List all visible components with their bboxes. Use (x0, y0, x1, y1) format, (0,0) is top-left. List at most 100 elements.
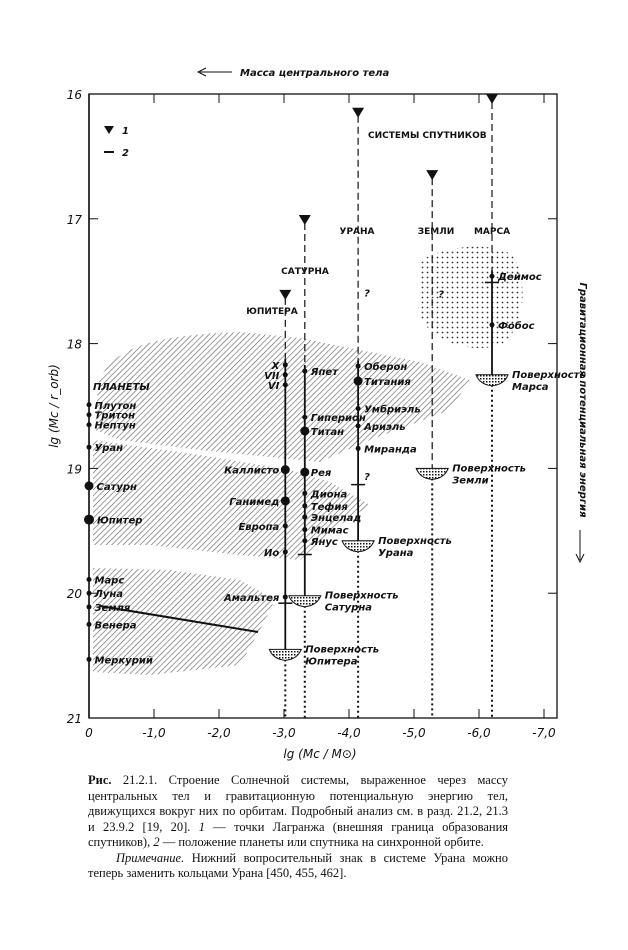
surface-label-line-2: Земли (452, 475, 488, 486)
x-tick-label: -4,0 (337, 726, 361, 740)
y-tick-label: 16 (67, 88, 83, 102)
planet-dot (86, 412, 92, 418)
moon-label: Диона (310, 489, 348, 500)
y-tick-label: 21 (67, 712, 82, 726)
caption-legend-1: 1 (198, 819, 205, 834)
moon-dot (302, 527, 308, 533)
moon-label: Титан (311, 427, 344, 438)
caption-legend-1-text: — точки Лагранжа (внешняя граница образо… (88, 819, 509, 850)
planet-dot (86, 402, 92, 408)
y-tick-label: 17 (67, 213, 83, 227)
satellite-systems-title: СИСТЕМЫ СПУТНИКОВ (368, 131, 487, 141)
moon-dot (302, 514, 308, 520)
moon-dot (282, 382, 288, 388)
system-label: МАРСА (474, 227, 510, 237)
moon-label: Европа (238, 522, 279, 533)
lagrange-point-triangle (352, 107, 365, 118)
y-tick-label: 18 (67, 338, 83, 352)
x-tick-label: -6,0 (467, 726, 491, 740)
moon-label: Оберон (364, 361, 407, 373)
system-label: ЗЕМЛИ (418, 227, 455, 237)
moon-dot (302, 414, 308, 420)
x-tick-label: -5,0 (402, 726, 426, 740)
hatched-region-upper (95, 332, 470, 462)
moon-dot (353, 376, 363, 386)
question-mark: ? (364, 472, 370, 483)
planet-dot (84, 481, 94, 491)
planet-dot (86, 656, 92, 662)
moon-dot (282, 523, 288, 529)
planet-dot (86, 576, 92, 582)
moon-label: Энцелад (311, 513, 362, 524)
moon-label: Титания (364, 377, 411, 388)
moon-label: Мимас (311, 526, 349, 537)
surface-label-line-2: Марса (512, 382, 549, 393)
moon-dot (302, 368, 308, 374)
moon-dot (302, 538, 308, 544)
moon-dot (282, 594, 288, 600)
surface-label-line-1: Поверхность (325, 591, 399, 602)
system-label: ЮПИТЕРА (246, 307, 298, 317)
moon-dot (300, 426, 310, 436)
system-label: САТУРНА (281, 267, 329, 277)
dotted-region-mars (418, 246, 523, 349)
moon-label: Рея (311, 468, 332, 479)
y-axis-label: lg (Mc / r_orb) (47, 364, 61, 448)
surface-symbol (415, 467, 449, 480)
legend-triangle-icon (104, 126, 114, 134)
x-tick-label: -7,0 (532, 726, 556, 740)
legend-label-2: 2 (122, 148, 129, 159)
x-tick-label: -2,0 (207, 726, 231, 740)
moon-label: Фобос (498, 320, 535, 332)
mass-arrow-head (196, 67, 207, 77)
x-axis-label: lg (Mc / M⊙) (283, 747, 356, 761)
question-mark: ? (364, 288, 370, 299)
moon-dot (300, 467, 310, 477)
planet-label: Луна (94, 589, 124, 600)
moon-label: Янус (310, 537, 338, 548)
surface-label-line-1: Поверхность (512, 370, 586, 381)
caption-note-label: Примечание. (116, 850, 185, 865)
moon-dot (355, 405, 361, 411)
x-tick-label: 0 (85, 726, 93, 740)
moon-label: Гиперион (311, 413, 366, 424)
surface-label-line-2: Урана (378, 548, 414, 559)
hatched-region-middle (93, 440, 370, 560)
planet-dot (84, 514, 94, 525)
moon-label: Амальтея (223, 593, 280, 604)
moon-dot (282, 549, 288, 555)
mass-axis-label: Масса центрального тела (240, 68, 389, 79)
moon-label: Япет (310, 367, 339, 378)
x-tick-label: -1,0 (142, 726, 166, 740)
surface-label-line-1: Поверхность (378, 536, 452, 547)
planet-label: Юпитер (97, 516, 142, 527)
moon-dot (302, 503, 308, 509)
planet-label: Венера (95, 620, 137, 631)
moon-dot (355, 363, 361, 369)
caption-note-text: Нижний вопросительный знак в системе Ура… (88, 850, 508, 881)
x-tick-label: -3,0 (272, 726, 296, 740)
surface-label-line-1: Поверхность (452, 463, 526, 474)
planet-label: Нептун (95, 421, 136, 432)
moon-label: Каллисто (224, 466, 279, 477)
right-axis-arrow-head (575, 553, 585, 564)
surface-label-line-1: Поверхность (305, 644, 379, 655)
moon-dot (280, 465, 290, 475)
planet-label: Уран (95, 443, 124, 454)
lagrange-point-triangle (279, 289, 292, 300)
question-mark: ? (438, 290, 444, 301)
moon-dot (489, 273, 495, 279)
planets-label: ПЛАНЕТЫ (93, 382, 150, 393)
earth-moon-sync-line (99, 605, 259, 633)
planet-label: Тритон (95, 411, 136, 422)
lagrange-point-triangle (426, 170, 439, 181)
y-tick-label: 20 (67, 587, 83, 601)
moon-label: VII (264, 371, 279, 382)
surface-symbol (268, 648, 303, 661)
chart-marks: 1 2 СИСТЕМЫ СПУТНИКОВ ПЛАНЕТЫ ПлутонТритонНе… (84, 94, 586, 718)
planet-dot (86, 444, 92, 450)
surface-symbol (288, 595, 322, 608)
moon-dot (489, 322, 495, 328)
moon-dot (282, 372, 288, 378)
system-label: УРАНА (340, 227, 375, 237)
